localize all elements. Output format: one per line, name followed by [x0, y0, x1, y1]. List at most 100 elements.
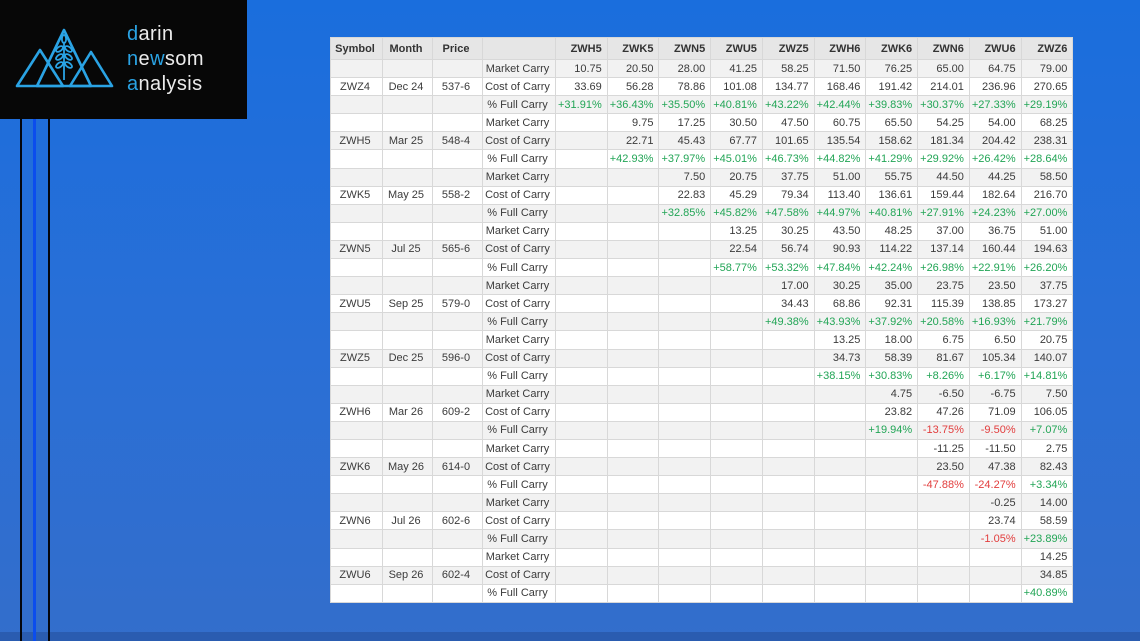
data-cell: +28.64%: [1020, 149, 1074, 169]
logo-line-1: darin: [127, 23, 174, 45]
data-cell: +45.82%: [710, 203, 763, 223]
row-label: % Full Carry: [482, 475, 556, 495]
data-cell: 238.31: [1020, 131, 1074, 151]
data-cell: [606, 258, 660, 278]
data-cell: +38.15%: [813, 366, 867, 386]
table-row: ZWZ5 Dec 25 596-0 Cost of Carry 34.73 58.39 81…: [330, 348, 1074, 368]
table-row: Market Carry 14.25: [330, 547, 1074, 567]
cell-price: [432, 167, 483, 187]
data-cell: 17.00: [761, 276, 815, 296]
cell-month: Dec 24: [382, 77, 433, 97]
data-cell: 37.00: [917, 221, 970, 241]
data-cell: [761, 402, 815, 422]
cell-symbol: [330, 384, 383, 404]
data-cell: 81.67: [917, 348, 970, 368]
data-cell: [555, 565, 608, 585]
table-row: ZWK6 May 26 614-0 Cost of Carry 23.50 47.38 82…: [330, 457, 1074, 477]
cell-symbol: ZWU6: [330, 565, 383, 585]
cell-month: [382, 167, 433, 187]
data-cell: [606, 294, 660, 314]
table-row: Market Carry -11.25 -11.50 2.75: [330, 438, 1074, 459]
data-cell: 58.50: [1020, 167, 1074, 187]
cell-month: [382, 438, 433, 459]
data-cell: [555, 438, 608, 459]
data-cell: 48.25: [865, 221, 919, 241]
data-cell: [658, 475, 712, 495]
data-cell: [658, 529, 712, 549]
data-cell: [917, 547, 970, 567]
data-cell: 168.46: [813, 77, 867, 97]
data-cell: [710, 565, 763, 585]
data-cell: +35.50%: [658, 95, 712, 115]
cell-month: Sep 26: [382, 565, 433, 585]
data-cell: [710, 475, 763, 495]
cell-price: [432, 438, 483, 459]
cell-price: 565-6: [432, 239, 483, 260]
data-cell: [555, 149, 608, 169]
data-cell: [555, 475, 608, 495]
row-label: % Full Carry: [482, 420, 556, 440]
cell-month: [382, 384, 433, 404]
cell-symbol: ZWK5: [330, 185, 383, 205]
data-cell: [555, 384, 608, 404]
vertical-stripe-black-1: [20, 119, 22, 641]
data-cell: [606, 475, 660, 495]
data-cell: [968, 547, 1022, 567]
data-cell: +37.92%: [865, 312, 919, 332]
row-label: % Full Carry: [482, 95, 556, 115]
data-cell: [658, 438, 712, 459]
cell-symbol: ZWK6: [330, 457, 383, 477]
data-cell: -9.50%: [968, 420, 1022, 440]
data-cell: [710, 348, 763, 368]
data-cell: [813, 529, 867, 549]
data-cell: [761, 330, 815, 350]
cell-symbol: ZWZ5: [330, 348, 383, 368]
data-cell: [865, 511, 919, 531]
wheat-carry-table: Symbol Month Price ZWH5 ZWK5 ZWN5 ZWU5 ZWZ5 ZWH6…: [330, 37, 1074, 603]
data-cell: [761, 529, 815, 549]
table-row: % Full Carry +38.15% +30.83% +8.26% +6.17% +1…: [330, 366, 1074, 386]
data-cell: +21.79%: [1020, 312, 1074, 332]
cell-price: [432, 529, 483, 549]
cell-price: [432, 312, 483, 332]
cell-price: [432, 203, 483, 223]
data-cell: 191.42: [865, 77, 919, 97]
data-cell: +29.92%: [917, 149, 970, 169]
data-cell: 43.50: [813, 221, 867, 241]
data-cell: 204.42: [968, 131, 1022, 151]
header-contract: ZWH5: [555, 37, 608, 60]
cell-price: [432, 583, 483, 603]
data-cell: [865, 457, 919, 477]
row-label: % Full Carry: [482, 312, 556, 332]
data-cell: 58.25: [761, 58, 815, 79]
header-row: Symbol Month Price ZWH5 ZWK5 ZWN5 ZWU5 ZWZ5 ZWH6…: [330, 37, 1074, 60]
data-cell: [555, 457, 608, 477]
data-cell: [658, 330, 712, 350]
data-cell: [658, 457, 712, 477]
data-cell: +29.19%: [1020, 95, 1074, 115]
data-cell: +30.83%: [865, 366, 919, 386]
cell-price: [432, 113, 483, 133]
data-cell: 34.43: [761, 294, 815, 314]
header-contract: ZWK5: [606, 37, 660, 60]
data-cell: +36.43%: [606, 95, 660, 115]
cell-price: [432, 493, 483, 513]
table-row: Market Carry 10.75 20.50 28.00 41.25 58.25 71.…: [330, 58, 1074, 79]
data-cell: [813, 402, 867, 422]
data-cell: [606, 384, 660, 404]
cell-symbol: [330, 95, 383, 115]
data-cell: [658, 493, 712, 513]
data-cell: 68.25: [1020, 113, 1074, 133]
data-cell: [658, 547, 712, 567]
data-cell: [606, 366, 660, 386]
data-cell: 79.34: [761, 185, 815, 205]
data-cell: 22.71: [606, 131, 660, 151]
cell-price: [432, 420, 483, 440]
data-cell: 37.75: [761, 167, 815, 187]
data-cell: +27.00%: [1020, 203, 1074, 223]
data-cell: [865, 529, 919, 549]
data-cell: 136.61: [865, 185, 919, 205]
data-cell: [555, 239, 608, 260]
data-cell: 68.86: [813, 294, 867, 314]
data-cell: [865, 547, 919, 567]
